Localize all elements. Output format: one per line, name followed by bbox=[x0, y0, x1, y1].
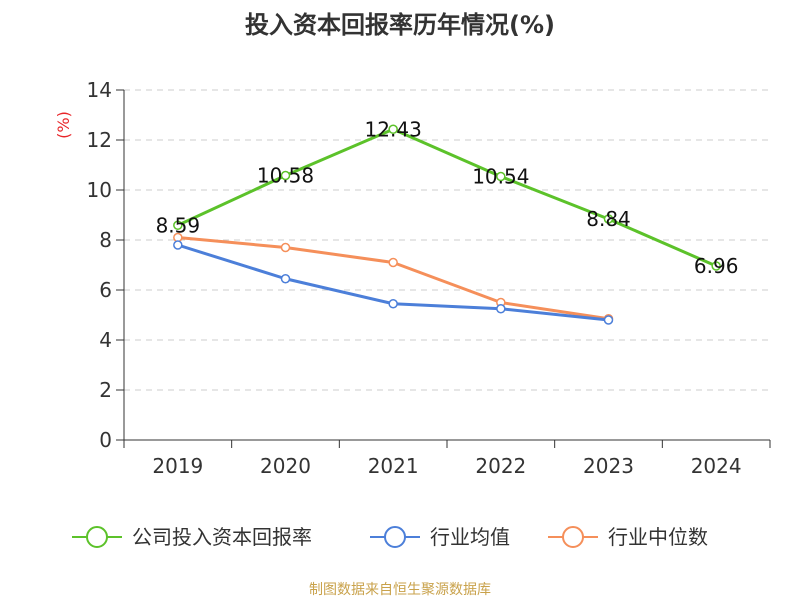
legend-item: 行业均值 bbox=[370, 525, 510, 549]
data-point bbox=[280, 274, 291, 284]
data-point bbox=[388, 299, 398, 309]
data-point bbox=[280, 242, 291, 253]
source-note: 制图数据来自恒生聚源数据库 bbox=[309, 582, 491, 598]
x-tick-label: 2021 bbox=[368, 454, 419, 478]
legend-label: 行业中位数 bbox=[608, 525, 708, 549]
data-point bbox=[280, 170, 291, 181]
legend: 公司投入资本回报率 行业均值 行业中位数 bbox=[72, 525, 708, 549]
legend-swatch-marker bbox=[86, 526, 108, 548]
data-point bbox=[173, 240, 183, 250]
data-point bbox=[496, 304, 506, 314]
y-tick-label: 8 bbox=[99, 228, 112, 252]
data-label: 12.43 bbox=[365, 117, 422, 141]
y-tick-label: 14 bbox=[87, 78, 112, 102]
y-tick-label: 10 bbox=[87, 178, 112, 202]
legend-swatch-marker bbox=[562, 526, 584, 548]
x-tick-label: 2024 bbox=[691, 454, 742, 478]
data-point bbox=[603, 315, 614, 325]
data-point bbox=[388, 124, 398, 134]
data-point bbox=[603, 214, 614, 224]
series-line bbox=[177, 127, 717, 268]
legend-label: 公司投入资本回报率 bbox=[132, 525, 312, 549]
y-tick-label: 12 bbox=[87, 128, 112, 152]
y-tick-label: 6 bbox=[99, 278, 112, 302]
data-labels: 8.59 10.58 12.43 10.54 8.84 6.96 bbox=[156, 117, 739, 278]
chart-title: 投入资本回报率历年情况(%) bbox=[245, 11, 555, 39]
gridlines bbox=[124, 89, 770, 391]
x-tick-label: 2022 bbox=[475, 454, 526, 478]
data-point bbox=[496, 171, 506, 182]
data-label: 10.54 bbox=[472, 165, 529, 189]
x-tick-label: 2020 bbox=[260, 454, 311, 478]
data-label: 6.96 bbox=[694, 254, 739, 278]
data-point bbox=[388, 257, 398, 268]
x-tick-label: 2023 bbox=[583, 454, 634, 478]
data-point bbox=[173, 220, 183, 230]
legend-item: 公司投入资本回报率 bbox=[72, 525, 312, 549]
legend-item: 行业中位数 bbox=[548, 525, 708, 549]
data-point bbox=[711, 261, 721, 271]
legend-swatch-marker bbox=[384, 526, 406, 548]
data-label: 8.59 bbox=[156, 213, 201, 237]
series-lines bbox=[173, 124, 721, 325]
data-label: 10.58 bbox=[257, 164, 314, 188]
x-tick-label: 2019 bbox=[152, 454, 203, 478]
data-label: 8.84 bbox=[586, 207, 631, 231]
y-tick-label: 2 bbox=[99, 378, 112, 402]
y-tick-label: 0 bbox=[99, 428, 112, 452]
legend-label: 行业均值 bbox=[430, 525, 510, 549]
y-tick-label: 4 bbox=[99, 328, 112, 352]
axes: 0 2 4 6 8 10 12 14 2019 2020 2021 2022 2023 2024 bbox=[87, 78, 771, 478]
y-axis-unit-label: (%) bbox=[54, 111, 73, 139]
